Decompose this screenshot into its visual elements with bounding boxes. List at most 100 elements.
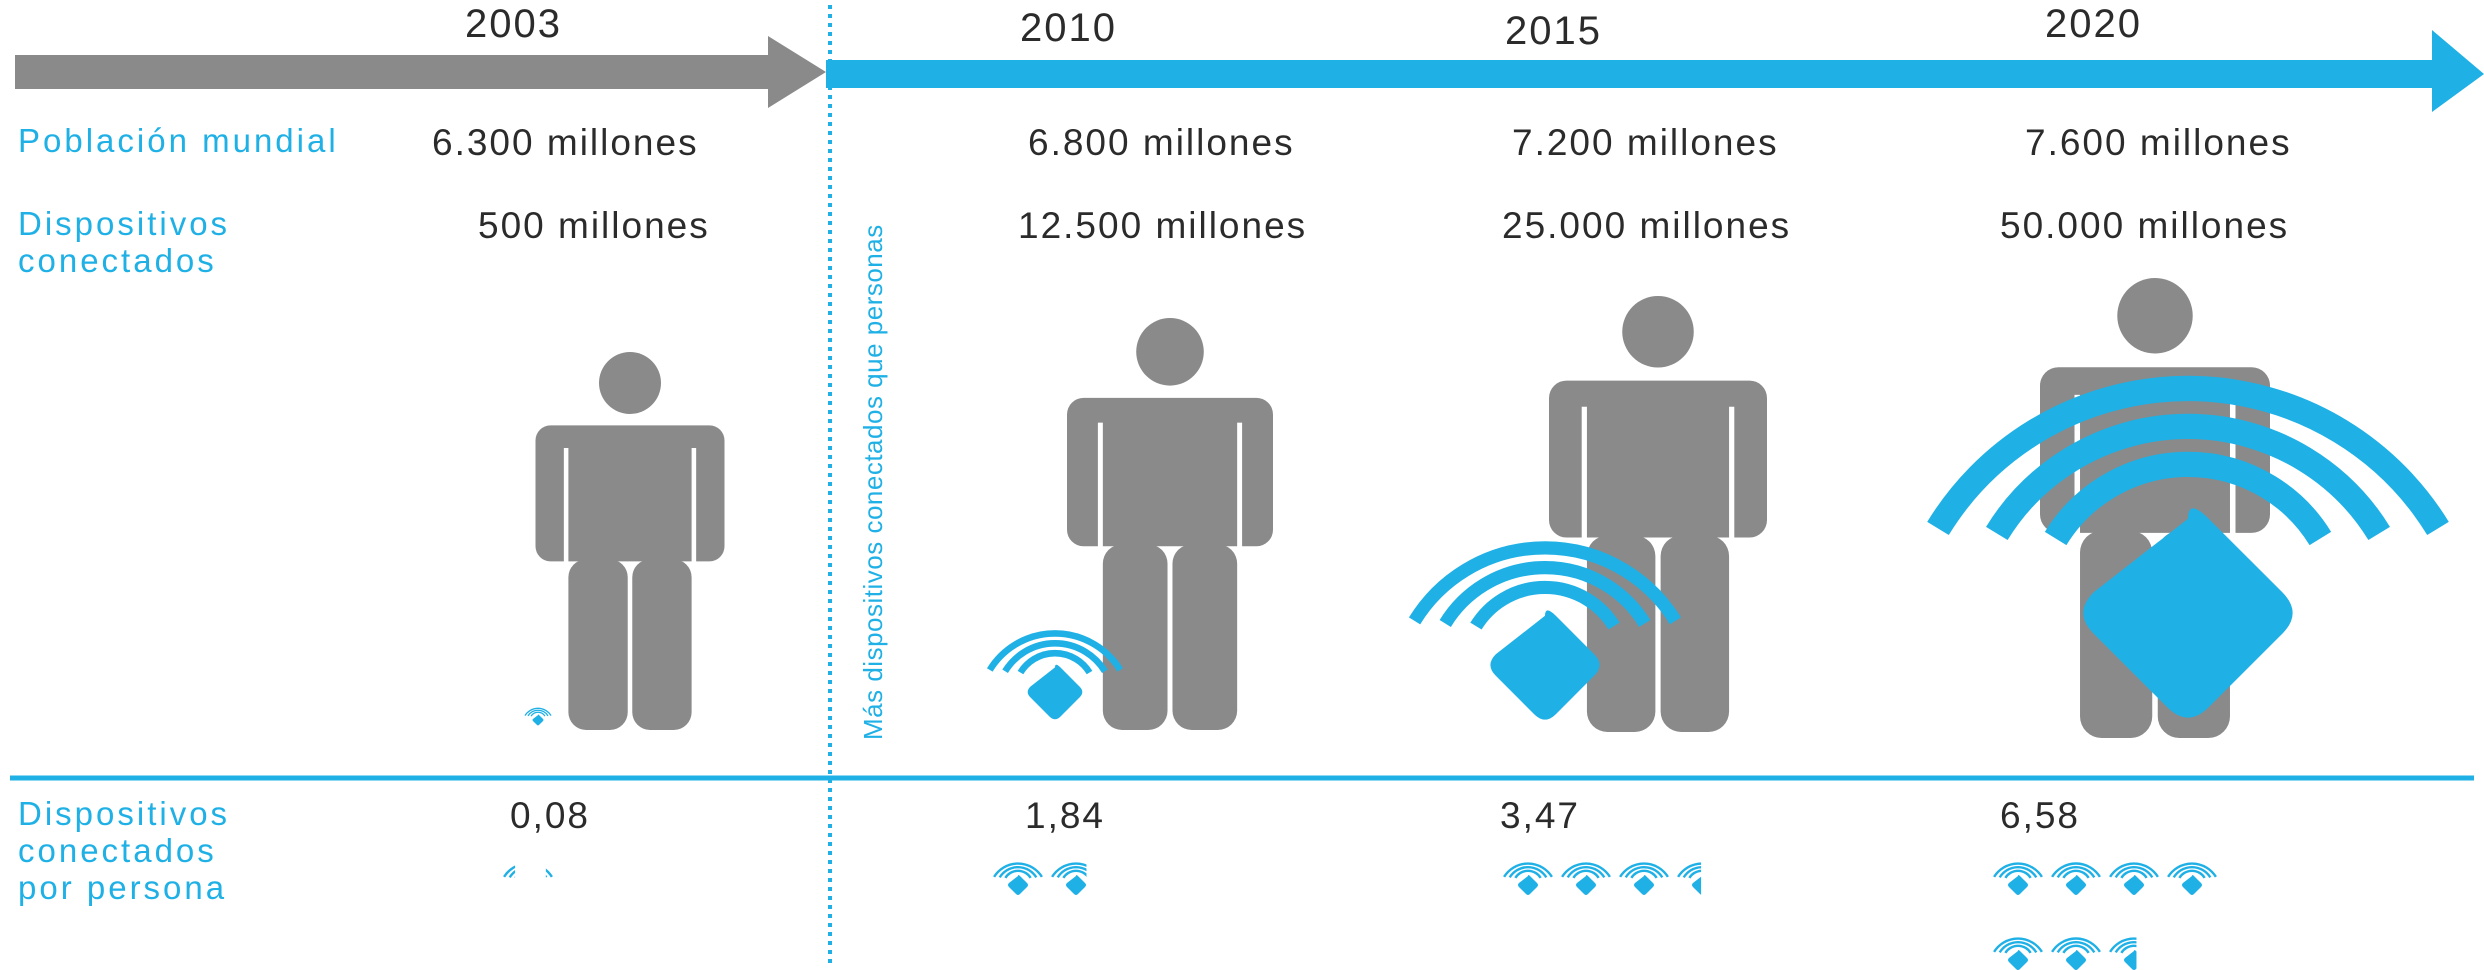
device-wifi-arc-3	[1619, 862, 1669, 878]
devices-value-2020: 50.000 millones	[2000, 205, 2290, 246]
person-head	[2117, 278, 2193, 354]
device-wifi-arc-2	[1998, 940, 2038, 954]
device-wifi-arc-3	[2051, 937, 2101, 953]
wifi-device-icon-2020	[1927, 375, 2449, 718]
device-wifi-arc-2	[1508, 865, 1548, 879]
per-person-device-2020-6	[2051, 937, 2101, 970]
device-partial-mask	[1086, 849, 1118, 899]
device-diamond	[2065, 874, 2087, 896]
device-wifi-arc-1	[1004, 869, 1032, 879]
wifi-device-icon-2003	[524, 707, 552, 726]
devices-label: Dispositivos conectados	[18, 205, 230, 279]
per-person-device-2020-7	[2109, 924, 2168, 970]
device-partial-mask	[2136, 924, 2168, 970]
device-wifi-arc-3	[1561, 862, 1611, 878]
device-wifi-arc-3	[993, 862, 1043, 878]
per-person-device-2003-1	[503, 849, 553, 899]
year-label-2020: 2020	[2045, 2, 2142, 46]
device-wifi-arc-3	[986, 630, 1124, 672]
device-wifi-arc-2	[1002, 640, 1108, 674]
device-wifi-arc-1	[2178, 869, 2206, 879]
device-wifi-arc-1	[530, 711, 546, 717]
person-icon-2010	[1067, 318, 1273, 730]
person-torso	[535, 425, 725, 562]
per-person-label: Dispositivos conectados por persona	[18, 795, 230, 906]
per-person-value-2010: 1,84	[1025, 795, 1106, 836]
device-wifi-arc-1	[1470, 580, 1620, 630]
person-arm-gap-right	[1237, 422, 1243, 571]
device-diamond	[2083, 508, 2293, 718]
year-label-2015: 2015	[1505, 9, 1602, 53]
person-leg-right	[1660, 535, 1730, 732]
device-wifi-arc-2	[1986, 413, 2390, 541]
population-label: Población mundial	[18, 122, 339, 159]
device-wifi-arc-1	[2004, 869, 2032, 879]
per-person-value-2003: 0,08	[510, 795, 591, 836]
per-person-device-2010-1	[993, 862, 1043, 896]
device-diamond	[1065, 874, 1087, 896]
device-wifi-arc-1	[2120, 869, 2148, 879]
device-wifi-arc-1	[1514, 869, 1542, 879]
person-head	[1136, 318, 1204, 386]
device-wifi-arc-3	[1927, 375, 2449, 536]
person-arm-gap-right	[691, 448, 697, 585]
per-person-value-2015: 3,47	[1500, 795, 1581, 836]
person-icon-2003	[535, 352, 725, 730]
per-person-device-2015-3	[1619, 862, 1669, 896]
device-wifi-arc-2	[1624, 865, 1664, 879]
device-partial-mask	[1701, 849, 1732, 899]
device-diamond	[2123, 874, 2145, 896]
device-wifi-arc-2	[2114, 865, 2154, 879]
devices-value-2010: 12.500 millones	[1018, 205, 1308, 246]
per-person-label-line1: Dispositivos	[18, 795, 231, 832]
per-person-device-2015-1	[1503, 862, 1553, 896]
device-wifi-arc-2	[527, 709, 549, 717]
person-leg-left	[568, 559, 628, 730]
device-wifi-arc-3	[1503, 862, 1553, 878]
device-diamond	[1007, 874, 1029, 896]
per-person-device-2020-1	[1993, 862, 2043, 896]
device-wifi-arc-1	[2062, 869, 2090, 879]
device-diamond	[2007, 949, 2029, 970]
person-arm-gap-left	[2074, 394, 2081, 561]
device-wifi-arc-2	[1998, 865, 2038, 879]
person-leg-right	[632, 559, 692, 730]
device-wifi-arc-1	[1630, 869, 1658, 879]
devices-value-2003: 500 millones	[478, 205, 710, 246]
per-person-device-2015-4	[1677, 849, 1732, 899]
population-value-2020: 7.600 millones	[2025, 122, 2292, 163]
device-diamond	[2181, 874, 2203, 896]
person-torso	[1549, 380, 1767, 538]
device-wifi-arc-3	[524, 707, 552, 716]
divider-note: Más dispositivos conectados que personas	[858, 224, 888, 740]
device-wifi-arc-3	[1993, 937, 2043, 953]
device-wifi-arc-2	[2056, 940, 2096, 954]
device-wifi-arc-3	[2051, 862, 2101, 878]
wifi-device-icon-2010	[986, 630, 1124, 720]
per-person-label-line2: conectados	[18, 832, 217, 869]
device-wifi-arc-2	[2056, 865, 2096, 879]
devices-label-line2: conectados	[18, 242, 217, 279]
devices-label-line1: Dispositivos	[18, 205, 231, 242]
person-arm-gap-right	[1729, 406, 1735, 564]
person-head	[1622, 296, 1694, 368]
device-diamond	[1490, 610, 1600, 720]
person-leg-left	[1102, 544, 1168, 730]
timeline-arrow-future	[826, 30, 2484, 112]
device-wifi-arc-1	[1017, 649, 1093, 675]
timeline-arrow-past	[15, 36, 826, 108]
device-diamond	[2065, 949, 2087, 970]
per-person-device-2010-2	[1051, 849, 1118, 899]
person-arm-gap-left	[1097, 422, 1103, 571]
device-diamond	[1517, 874, 1539, 896]
per-person-device-2015-2	[1561, 862, 1611, 896]
device-wifi-arc-2	[2172, 865, 2212, 879]
devices-value-2015: 25.000 millones	[1502, 205, 1792, 246]
device-partial-mask	[515, 849, 546, 899]
device-diamond	[1633, 874, 1655, 896]
device-wifi-arc-2	[998, 865, 1038, 879]
per-person-device-2020-3	[2109, 862, 2159, 896]
person-arm-gap-left	[1581, 406, 1587, 564]
per-person-device-2020-2	[2051, 862, 2101, 896]
